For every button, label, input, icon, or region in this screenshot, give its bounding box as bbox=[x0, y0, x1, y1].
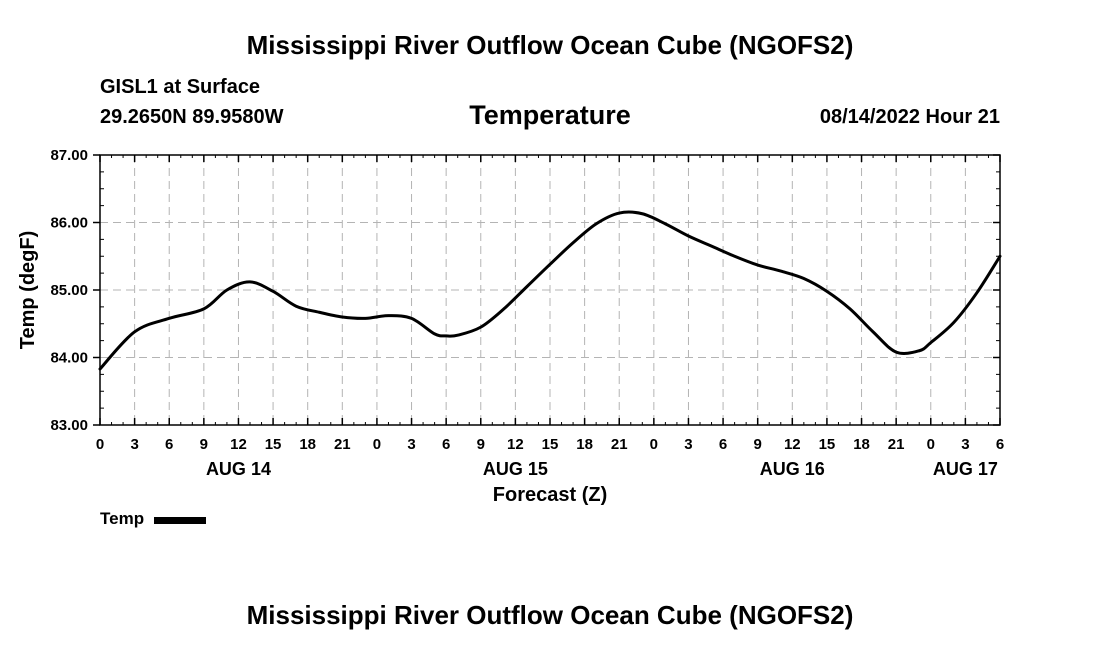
date-label: AUG 15 bbox=[483, 459, 548, 479]
x-tick-label: 3 bbox=[684, 436, 692, 453]
x-tick-label: 0 bbox=[927, 436, 935, 453]
x-tick-label: 6 bbox=[442, 436, 450, 453]
temp-series-line bbox=[98, 210, 1002, 371]
grid bbox=[100, 155, 1000, 425]
date-label: AUG 17 bbox=[933, 459, 998, 479]
x-tick-label: 0 bbox=[650, 436, 658, 453]
x-tick-label: 12 bbox=[230, 436, 247, 453]
x-tick-label: 21 bbox=[888, 436, 905, 453]
axis-ticks bbox=[93, 154, 1001, 426]
x-tick-label: 15 bbox=[542, 436, 559, 453]
x-tick-label: 9 bbox=[754, 436, 762, 453]
y-tick-label: 85.00 bbox=[50, 282, 88, 299]
x-tick-label: 9 bbox=[200, 436, 208, 453]
x-tick-label: 0 bbox=[373, 436, 381, 453]
x-tick-label: 6 bbox=[996, 436, 1004, 453]
x-axis-label: Forecast (Z) bbox=[493, 484, 607, 506]
x-tick-label: 6 bbox=[165, 436, 173, 453]
y-axis-label: Temp (degF) bbox=[17, 231, 39, 350]
x-tick-label: 18 bbox=[853, 436, 870, 453]
legend: Temp bbox=[100, 509, 207, 529]
x-tick-label: 3 bbox=[130, 436, 138, 453]
x-tick-label: 9 bbox=[477, 436, 485, 453]
legend-label: Temp bbox=[100, 509, 145, 528]
date-label: AUG 16 bbox=[760, 459, 825, 479]
x-tick-label: 21 bbox=[611, 436, 628, 453]
axis-labels: 0 3 6 9 12 15 18 21 0 3 6 9 12 15 18 21 0 3 6 9 12 15 18 21 0 3 6 8… bbox=[50, 147, 1004, 479]
variable-title: Temperature bbox=[469, 100, 631, 130]
y-tick-label: 83.00 bbox=[50, 417, 88, 434]
x-tick-label: 15 bbox=[819, 436, 836, 453]
footer-title: Mississippi River Outflow Ocean Cube (NG… bbox=[246, 600, 854, 630]
page-title: Mississippi River Outflow Ocean Cube (NG… bbox=[246, 30, 854, 60]
x-tick-label: 12 bbox=[507, 436, 524, 453]
x-tick-label: 3 bbox=[407, 436, 415, 453]
x-tick-label: 12 bbox=[784, 436, 801, 453]
x-tick-label: 18 bbox=[576, 436, 593, 453]
legend-swatch bbox=[154, 517, 207, 524]
coordinates-label: 29.2650N 89.9580W bbox=[100, 106, 284, 128]
station-label: GISL1 at Surface bbox=[100, 76, 261, 98]
x-tick-label: 18 bbox=[299, 436, 316, 453]
date-label: AUG 14 bbox=[206, 459, 271, 479]
x-tick-label: 15 bbox=[265, 436, 282, 453]
x-tick-label: 3 bbox=[961, 436, 969, 453]
y-tick-label: 86.00 bbox=[50, 215, 88, 232]
x-tick-label: 6 bbox=[719, 436, 727, 453]
y-tick-label: 84.00 bbox=[50, 350, 88, 367]
x-tick-label: 0 bbox=[96, 436, 104, 453]
datetime-label: 08/14/2022 Hour 21 bbox=[819, 106, 1000, 128]
x-tick-label: 21 bbox=[334, 436, 351, 453]
y-tick-label: 87.00 bbox=[50, 147, 88, 164]
